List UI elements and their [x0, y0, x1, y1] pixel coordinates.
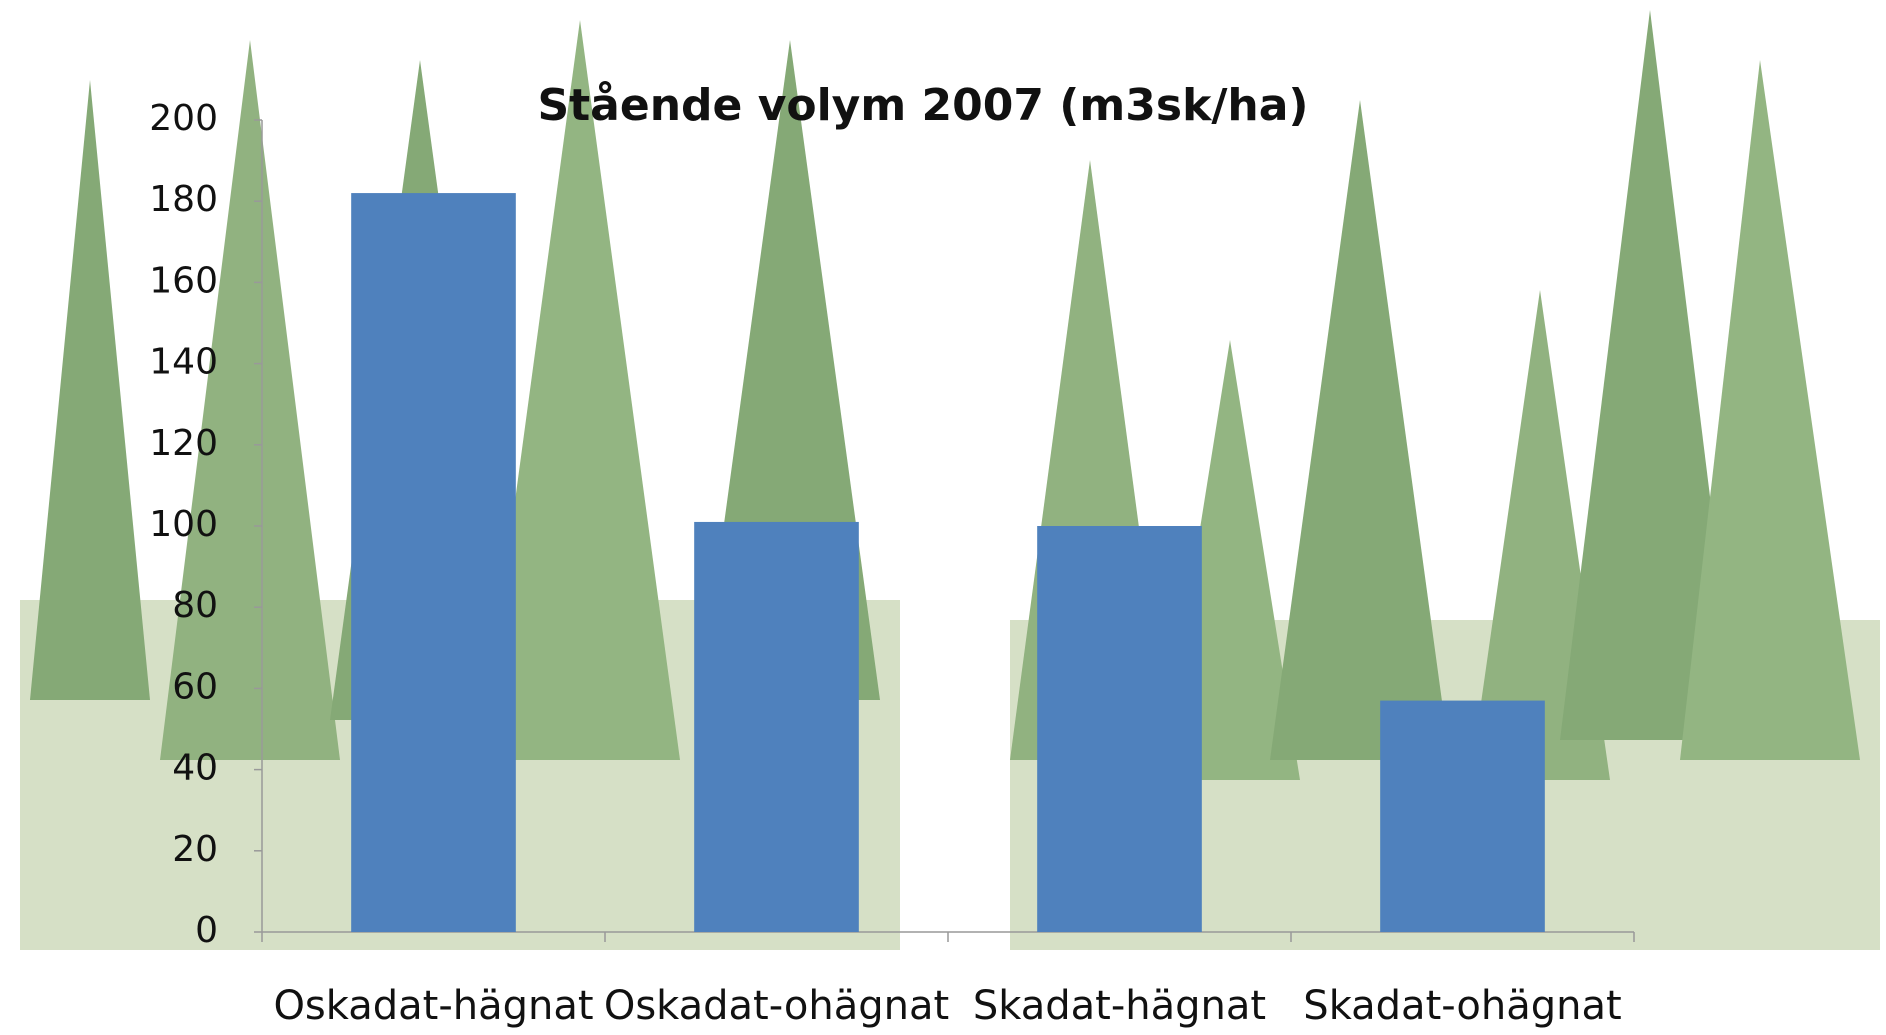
x-tick-label: Oskadat-hägnat: [273, 983, 593, 1029]
page: Stående volym 2007 (m3sk/ha) 0 20 40 60 80 10…: [0, 0, 1886, 1035]
x-tick-label: Oskadat-ohägnat: [604, 983, 949, 1029]
tree: [160, 40, 340, 760]
y-tick-label: 20: [172, 829, 218, 870]
y-tick-label: 100: [149, 504, 218, 545]
y-tick-label: 40: [172, 748, 218, 789]
tree: [30, 80, 150, 700]
bar: [351, 193, 516, 932]
chart: Stående volym 2007 (m3sk/ha) 0 20 40 60 80 10…: [0, 0, 1886, 1035]
tree: [1270, 100, 1450, 760]
y-tick-label: 120: [149, 423, 218, 464]
y-tick-label: 200: [149, 98, 218, 139]
y-tick-label: 140: [149, 342, 218, 383]
y-tick-label: 180: [149, 179, 218, 220]
y-tick-label: 80: [172, 585, 218, 626]
bar: [1037, 526, 1202, 932]
bar: [694, 522, 859, 932]
y-tick-label: 160: [149, 260, 218, 301]
chart-title: Stående volym 2007 (m3sk/ha): [537, 80, 1308, 131]
tree: [1680, 60, 1860, 760]
y-tick-label: 60: [172, 666, 218, 707]
x-tick-label: Skadat-hägnat: [973, 983, 1266, 1029]
y-tick-label: 0: [195, 910, 218, 951]
forest-background: [20, 10, 1880, 950]
bar: [1380, 701, 1545, 932]
x-tick-label: Skadat-ohägnat: [1303, 983, 1621, 1029]
